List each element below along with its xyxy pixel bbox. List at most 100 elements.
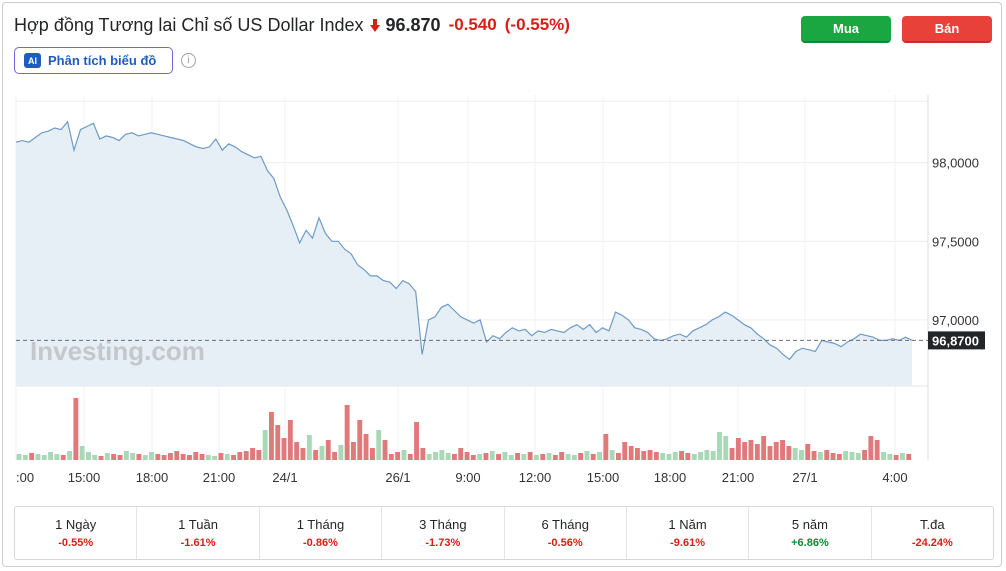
- x-tick-label: 21:00: [203, 470, 236, 485]
- volume-bar: [584, 451, 590, 460]
- info-icon[interactable]: i: [181, 53, 196, 68]
- volume-bar: [508, 455, 514, 460]
- volume-bar: [382, 440, 388, 460]
- period-label: 1 Ngày: [55, 517, 97, 532]
- instrument-header: Hợp đồng Tương lai Chỉ số US Dollar Inde…: [14, 12, 570, 38]
- last-price-label: 96,8700: [932, 333, 979, 348]
- volume-bar: [338, 445, 344, 460]
- volume-bar: [565, 454, 571, 460]
- sell-button[interactable]: Bán: [902, 16, 992, 43]
- volume-bar: [351, 442, 356, 460]
- volume-bar: [805, 444, 811, 460]
- volume-bar: [98, 456, 104, 460]
- volume-bar: [73, 398, 79, 460]
- volume-bar: [489, 451, 495, 460]
- volume-bar: [647, 450, 653, 460]
- volume-bar: [887, 454, 893, 460]
- volume-bar: [262, 430, 268, 460]
- x-tick-label: :00: [16, 470, 34, 485]
- period-1[interactable]: 1 Tuần -1.61%: [137, 507, 260, 559]
- last-price-box: [928, 331, 985, 350]
- volume-bar: [830, 453, 836, 460]
- volume-bars: [16, 398, 912, 460]
- volume-bar: [773, 442, 779, 460]
- price-change: -0.540: [448, 15, 497, 34]
- volume-bar: [395, 452, 401, 460]
- period-change: -9.61%: [670, 537, 705, 549]
- volume-bar: [679, 451, 684, 460]
- volume-bar: [672, 452, 678, 460]
- volume-bar: [811, 451, 817, 460]
- x-tick-label: 15:00: [68, 470, 101, 485]
- period-7[interactable]: T.đa -24.24%: [872, 507, 993, 559]
- period-label: 1 Tuần: [178, 517, 218, 532]
- volume-bar: [698, 452, 703, 460]
- volume-bar: [635, 448, 640, 460]
- ai-chart-analysis-button[interactable]: AI Phân tích biểu đồ: [14, 47, 173, 74]
- volume-bar: [881, 452, 886, 460]
- volume-bar: [799, 450, 804, 460]
- investing-watermark: Investing.com: [30, 336, 205, 366]
- x-tick-label: 26/1: [385, 470, 410, 485]
- volume-bar: [660, 453, 666, 460]
- volume-bar: [281, 438, 287, 460]
- period-6[interactable]: 5 năm +6.86%: [749, 507, 872, 559]
- volume-bar: [780, 440, 785, 460]
- period-5[interactable]: 1 Năm -9.61%: [627, 507, 750, 559]
- volume-bar: [767, 446, 773, 460]
- volume-bar: [16, 454, 22, 460]
- volume-bar: [571, 455, 577, 460]
- volume-bar: [818, 452, 823, 460]
- volume-bar: [900, 453, 905, 460]
- x-tick-label: 4:00: [882, 470, 907, 485]
- volume-bar: [597, 452, 602, 460]
- volume-bar: [483, 453, 489, 460]
- period-change: -24.24%: [911, 537, 953, 549]
- volume-bar: [433, 452, 438, 460]
- period-0[interactable]: 1 Ngày -0.55%: [15, 507, 138, 559]
- x-tick-label: 9:00: [455, 470, 480, 485]
- volume-bar: [67, 451, 72, 460]
- volume-bar: [628, 446, 634, 460]
- period-4[interactable]: 6 Tháng -0.56%: [505, 507, 627, 559]
- volume-bar: [906, 454, 912, 460]
- volume-bar: [92, 455, 98, 460]
- volume-bar: [161, 455, 167, 460]
- volume-bar: [559, 452, 565, 460]
- volume-bar: [761, 436, 767, 460]
- volume-bar: [622, 442, 628, 460]
- x-tick-label: 18:00: [654, 470, 687, 485]
- x-tick-label: 27/1: [792, 470, 817, 485]
- buy-button[interactable]: Mua: [801, 16, 891, 43]
- volume-bar: [313, 450, 319, 460]
- volume-bar: [603, 434, 609, 460]
- volume-bar: [414, 422, 419, 460]
- period-change: -1.73%: [425, 537, 461, 549]
- volume-bar: [843, 451, 849, 460]
- volume-bar: [874, 440, 880, 460]
- volume-bar: [363, 434, 369, 460]
- price-change-percent: (-0.55%): [504, 15, 570, 34]
- volume-bar: [193, 452, 199, 460]
- volume-bar: [496, 454, 501, 460]
- volume-bar: [357, 420, 363, 460]
- volume-bar: [319, 446, 325, 460]
- volume-bar: [792, 448, 798, 460]
- volume-bar: [205, 455, 211, 460]
- volume-bar: [855, 453, 861, 460]
- volume-bar: [325, 440, 331, 460]
- period-2[interactable]: 1 Tháng -0.86%: [260, 507, 383, 559]
- volume-bar: [452, 454, 457, 460]
- volume-bar: [477, 454, 483, 460]
- price-chart[interactable]: Investing.com 98,0000 97,5000 97,0000 :00 1…: [0, 0, 1006, 500]
- volume-bar: [849, 452, 855, 460]
- period-3[interactable]: 3 Tháng -1.73%: [382, 507, 505, 559]
- volume-bar: [786, 446, 792, 460]
- volume-bar: [388, 454, 394, 460]
- y-axis-ticks: 98,0000 97,5000 97,0000: [932, 156, 979, 328]
- volume-bar: [256, 450, 262, 460]
- price-line: [15, 120, 913, 361]
- volume-bar: [300, 448, 306, 460]
- y-tick-label: 97,5000: [932, 234, 979, 249]
- volume-bar: [54, 454, 60, 460]
